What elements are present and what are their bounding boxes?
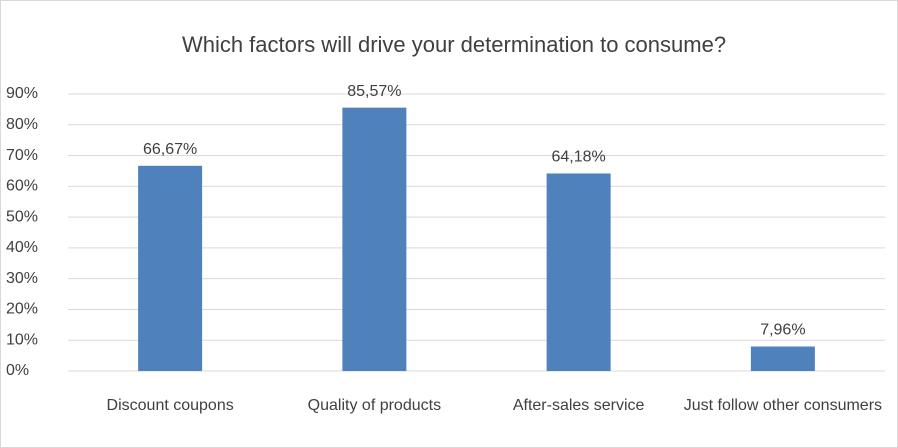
data-label: 64,18% bbox=[551, 149, 605, 166]
bar bbox=[138, 165, 203, 371]
bar bbox=[342, 107, 407, 371]
y-tick-label: 50% bbox=[6, 208, 38, 225]
y-tick-label: 10% bbox=[6, 331, 38, 348]
x-tick-label: After-sales service bbox=[512, 397, 645, 414]
y-tick-label: 40% bbox=[6, 239, 38, 256]
x-tick-label: Discount coupons bbox=[106, 397, 234, 414]
bar bbox=[546, 173, 611, 371]
bar bbox=[750, 346, 815, 371]
y-tick-label: 0% bbox=[6, 362, 29, 379]
y-tick-label: 60% bbox=[6, 178, 38, 195]
data-label: 7,96% bbox=[760, 322, 805, 339]
y-tick-label: 70% bbox=[6, 147, 38, 164]
y-tick-label: 90% bbox=[6, 85, 38, 102]
y-tick-label: 80% bbox=[6, 116, 38, 133]
y-tick-label: 30% bbox=[6, 270, 38, 287]
data-label: 85,57% bbox=[347, 83, 401, 100]
x-tick-label: Just follow other consumers bbox=[683, 397, 883, 414]
data-label: 66,67% bbox=[143, 141, 197, 158]
x-tick-label: Quality of products bbox=[307, 397, 442, 414]
chart-title: Which factors will drive your determinat… bbox=[182, 32, 726, 57]
y-tick-label: 20% bbox=[6, 301, 38, 318]
